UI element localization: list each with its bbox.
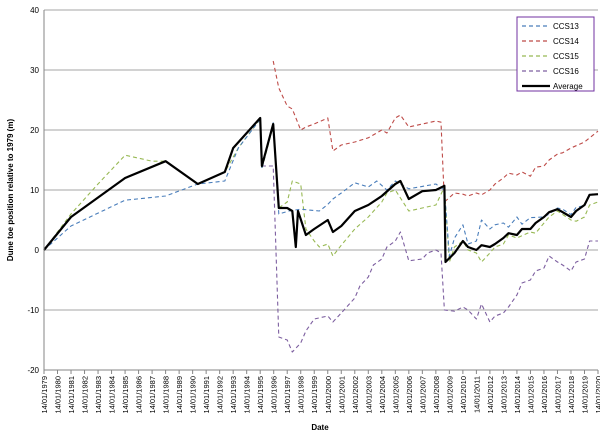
- x-tick-label: 14/01/2013: [499, 376, 508, 414]
- x-tick-label: 14/01/1999: [310, 376, 319, 414]
- x-tick-label: 14/01/1985: [121, 376, 130, 414]
- x-tick-label: 14/01/1984: [108, 376, 117, 414]
- series-layer: [43, 60, 599, 353]
- y-tick-label: -20: [27, 366, 39, 375]
- x-tick-label: 14/01/1990: [189, 376, 198, 414]
- x-tick-label: 14/01/2002: [351, 376, 360, 414]
- x-tick-label: 14/01/2000: [324, 376, 333, 414]
- x-axis-label: Date: [311, 423, 329, 432]
- x-tick-label: 14/01/1980: [54, 376, 63, 414]
- y-tick-label: 30: [30, 66, 39, 75]
- x-tick-label: 14/01/1993: [229, 376, 238, 414]
- x-tick-label: 14/01/2014: [513, 376, 522, 414]
- legend-box: [516, 16, 595, 92]
- y-tick-label: 0: [35, 246, 40, 255]
- x-tick-label: 14/01/1991: [202, 376, 211, 414]
- x-tick-label: 14/01/2016: [540, 376, 549, 414]
- x-axis-ticks: 14/01/1979 14/01/1980 14/01/1981 14/01/1982…: [40, 370, 600, 414]
- x-tick-label: 14/01/1997: [283, 376, 292, 414]
- x-tick-label: 14/01/1996: [270, 376, 279, 414]
- x-tick-label: 14/01/1998: [297, 376, 306, 414]
- x-tick-label: 14/01/2008: [432, 376, 441, 414]
- x-tick-label: 14/01/1988: [162, 376, 171, 414]
- legend-label-ccs13: CCS13: [553, 22, 579, 31]
- x-tick-label: 14/01/2020: [594, 376, 600, 414]
- legend-label-ccs15: CCS15: [553, 52, 579, 61]
- x-tick-label: 14/01/2003: [364, 376, 373, 414]
- y-tick-label: 40: [30, 6, 39, 15]
- x-tick-label: 14/01/2001: [337, 376, 346, 414]
- legend-label-average: Average: [553, 82, 583, 91]
- y-tick-label: 20: [30, 126, 39, 135]
- x-tick-label: 14/01/1994: [243, 376, 252, 414]
- y-axis-ticks: -20 -10 0 10 20 30 40: [27, 6, 39, 375]
- x-tick-label: 14/01/1983: [94, 376, 103, 414]
- legend-label-ccs14: CCS14: [553, 37, 579, 46]
- x-tick-label: 14/01/2009: [445, 376, 454, 414]
- x-tick-label: 14/01/2012: [486, 376, 495, 414]
- series-line-ccs14: [272, 60, 599, 203]
- x-tick-label: 14/01/2019: [580, 376, 589, 414]
- x-tick-label: 14/01/1982: [81, 376, 90, 414]
- y-tick-label: 10: [30, 186, 39, 195]
- x-tick-label: 14/01/1995: [256, 376, 265, 414]
- y-axis-label: Dune toe position relative to 1979 (m): [6, 119, 15, 262]
- x-tick-label: 14/01/2011: [472, 376, 481, 413]
- x-tick-label: 14/01/2010: [459, 376, 468, 414]
- x-tick-label: 14/01/2015: [526, 376, 535, 414]
- x-tick-label: 14/01/2007: [418, 376, 427, 414]
- y-tick-label: -10: [27, 306, 39, 315]
- series-line-ccs16: [261, 165, 598, 353]
- legend-label-ccs16: CCS16: [553, 67, 579, 76]
- axes: [43, 10, 598, 371]
- x-tick-label: 14/01/2005: [391, 376, 400, 414]
- x-tick-label: 14/01/1986: [135, 376, 144, 414]
- series-line-average: [43, 116, 599, 264]
- x-tick-label: 14/01/1979: [40, 376, 49, 414]
- x-tick-label: 14/01/2017: [553, 376, 562, 414]
- x-tick-label: 14/01/1987: [148, 376, 157, 414]
- legend: CCS13 CCS14 CCS15 CCS16 Average: [516, 16, 595, 92]
- x-tick-label: 14/01/2006: [405, 376, 414, 414]
- x-tick-label: 14/01/1992: [216, 376, 225, 414]
- x-tick-label: 14/01/1989: [175, 376, 184, 414]
- x-tick-label: 14/01/1981: [67, 376, 76, 414]
- x-tick-label: 14/01/2018: [567, 376, 576, 414]
- x-tick-label: 14/01/2004: [378, 376, 387, 414]
